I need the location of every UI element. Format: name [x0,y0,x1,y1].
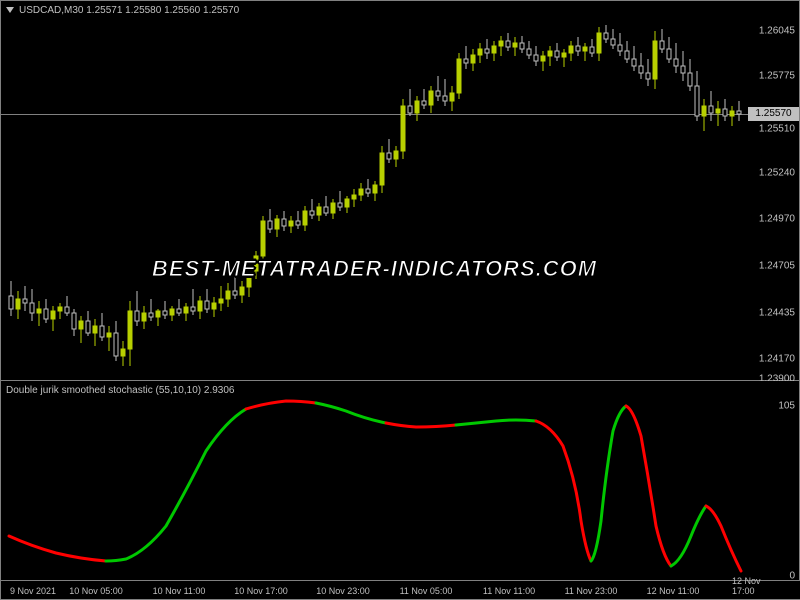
time-axis-label: 9 Nov 2021 [10,586,56,596]
price-axis-label: 1.25240 [759,168,795,179]
time-axis-label: 11 Nov 05:00 [400,586,453,596]
time-axis: 9 Nov 2021 10 Nov 05:00 10 Nov 11:00 10 Nov… [1,580,800,599]
price-axis-label: 1.26045 [759,26,795,37]
candlestick-series [1,1,749,381]
price-axis-label: 1.25775 [759,71,795,82]
chart-container: USDCAD,M30 1.25571 1.25580 1.25560 1.255… [0,0,800,600]
secondary-price: 1.25510 [759,124,795,135]
current-price-box: 1.25570 [748,107,799,121]
stochastic-indicator[interactable]: Double jurik smoothed stochastic (55,10,… [1,381,749,581]
price-chart[interactable]: USDCAD,M30 1.25571 1.25580 1.25560 1.255… [1,1,749,381]
time-axis-label: 12 Nov 11:00 [647,586,700,596]
watermark-text: BEST-METATRADER-INDICATORS.COM [152,256,597,282]
stochastic-line [1,381,749,581]
time-axis-label: 10 Nov 11:00 [153,586,206,596]
price-axis-label: 1.24970 [759,214,795,225]
price-axis-label: 1.24435 [759,308,795,319]
indicator-axis-label: 105 [778,401,795,412]
price-axis-label: 1.24705 [759,261,795,272]
time-axis-label: 11 Nov 23:00 [565,586,618,596]
time-axis-label: 12 Nov 17:00 [732,576,778,596]
price-axis: 1.26045 1.25775 1.25240 1.24970 1.24705 1.244… [748,1,799,381]
price-axis-label: 1.24170 [759,354,795,365]
time-axis-label: 11 Nov 11:00 [483,586,535,596]
indicator-axis: 1050 [748,381,799,581]
time-axis-label: 10 Nov 23:00 [316,586,370,596]
time-axis-label: 10 Nov 17:00 [234,586,288,596]
time-axis-label: 10 Nov 05:00 [69,586,123,596]
